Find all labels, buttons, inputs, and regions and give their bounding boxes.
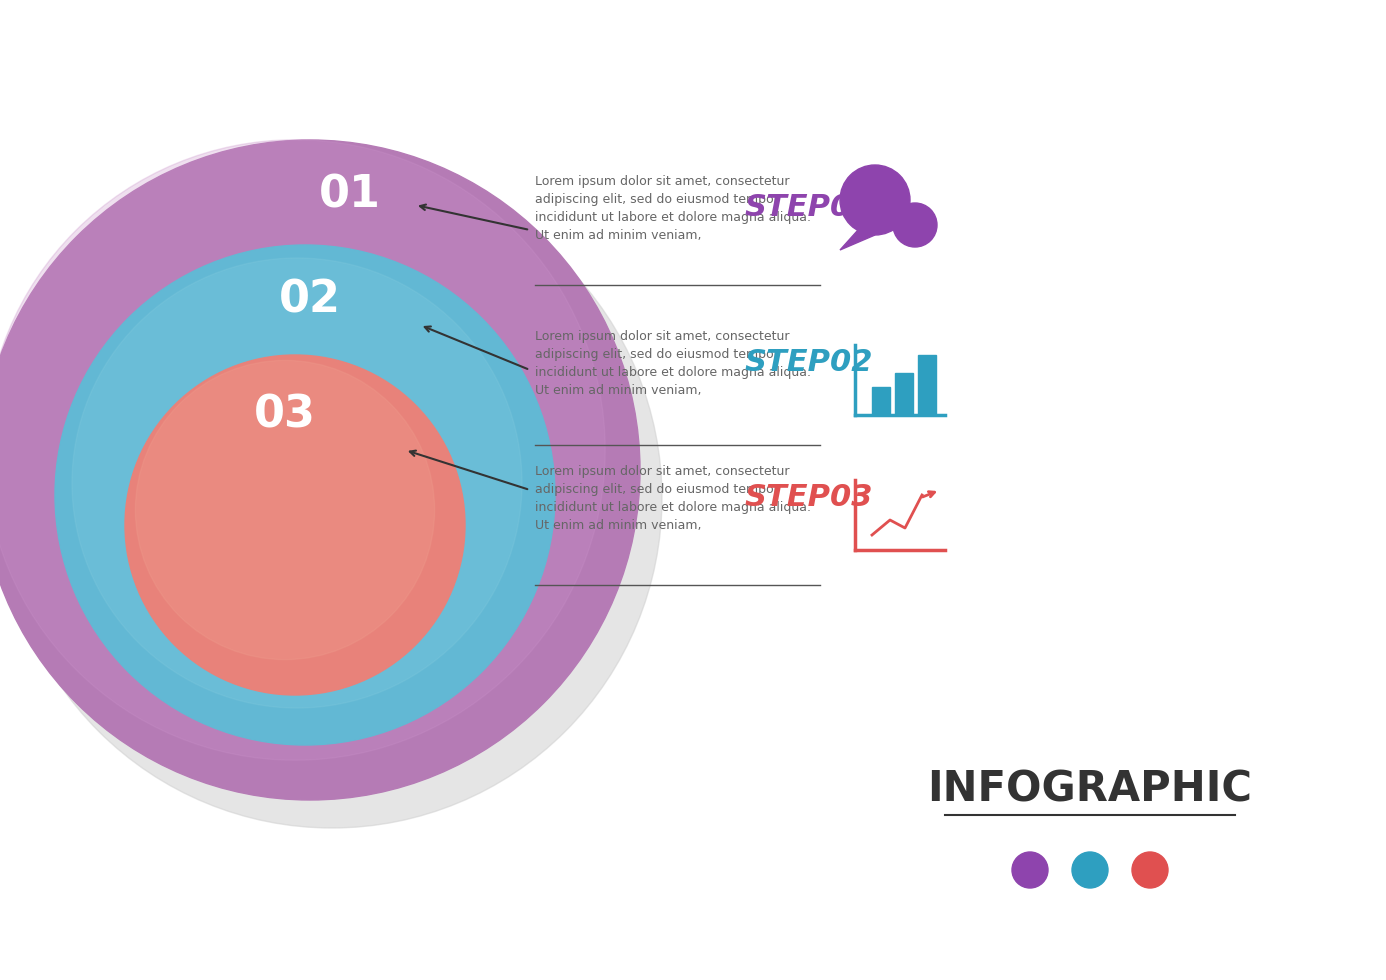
Circle shape — [55, 245, 554, 745]
Text: STEP03: STEP03 — [746, 483, 873, 512]
Text: INFOGRAPHIC: INFOGRAPHIC — [927, 768, 1253, 810]
Circle shape — [136, 361, 435, 660]
Polygon shape — [840, 230, 875, 250]
Circle shape — [0, 140, 640, 800]
Text: Lorem ipsum dolor sit amet, consectetur
adipiscing elit, sed do eiusmod tempor
i: Lorem ipsum dolor sit amet, consectetur … — [535, 330, 811, 397]
Bar — [895, 373, 913, 415]
Circle shape — [72, 258, 523, 708]
Text: STEP01: STEP01 — [746, 193, 873, 222]
Circle shape — [125, 355, 464, 695]
Circle shape — [1132, 852, 1168, 888]
Circle shape — [1012, 852, 1048, 888]
Text: Lorem ipsum dolor sit amet, consectetur
adipiscing elit, sed do eiusmod tempor
i: Lorem ipsum dolor sit amet, consectetur … — [535, 465, 811, 532]
Circle shape — [0, 140, 606, 760]
Text: 02: 02 — [279, 278, 341, 321]
Text: STEP02: STEP02 — [746, 348, 873, 377]
Text: 01: 01 — [319, 173, 381, 217]
Bar — [918, 355, 936, 415]
Circle shape — [840, 165, 911, 235]
Text: Lorem ipsum dolor sit amet, consectetur
adipiscing elit, sed do eiusmod tempor
i: Lorem ipsum dolor sit amet, consectetur … — [535, 175, 811, 242]
Bar — [872, 387, 890, 415]
Text: 03: 03 — [254, 394, 316, 436]
Circle shape — [1, 168, 663, 828]
Circle shape — [893, 203, 937, 247]
Circle shape — [1071, 852, 1107, 888]
